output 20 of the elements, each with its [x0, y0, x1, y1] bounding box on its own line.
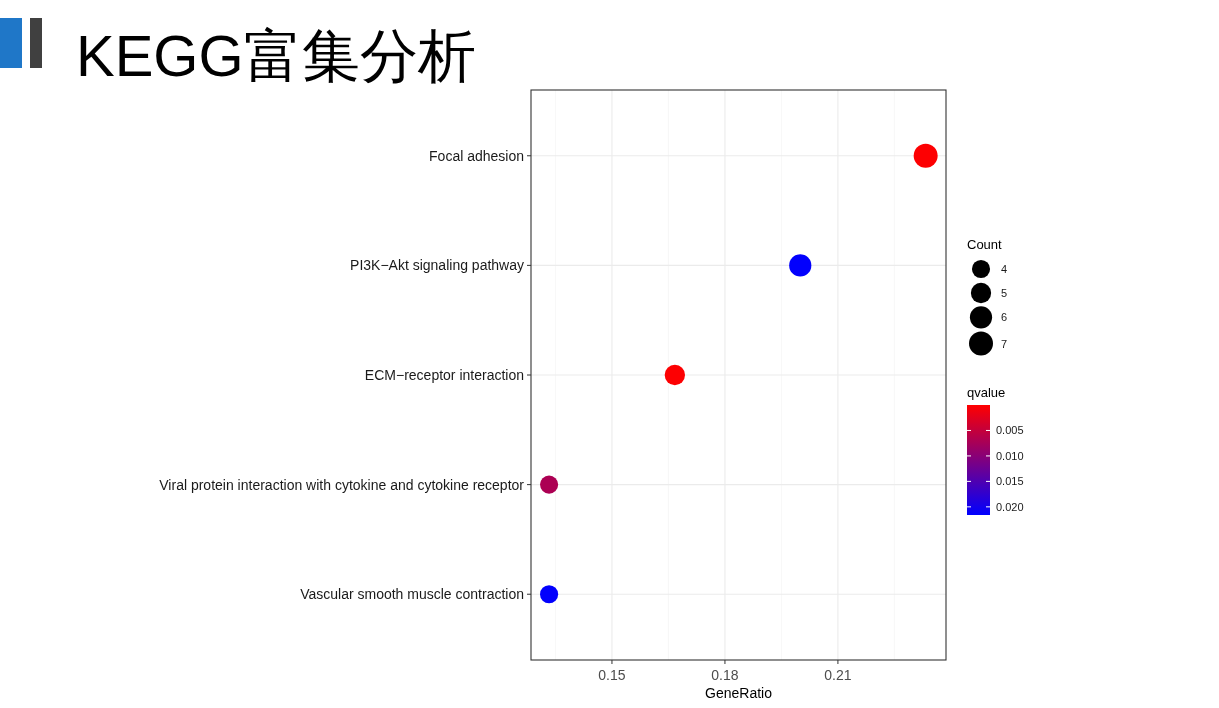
y-tick-label: Focal adhesion — [429, 147, 524, 164]
legend-label: 7 — [1001, 337, 1008, 350]
legend-label: 4 — [1001, 263, 1008, 275]
x-tick-label: 0.18 — [711, 667, 739, 683]
legend-title: Count — [967, 237, 1003, 252]
color-bar-label: 0.005 — [996, 424, 1024, 437]
color-bar-label: 0.015 — [996, 475, 1024, 488]
legend-label: 6 — [1001, 311, 1008, 324]
color-bar-label: 0.010 — [996, 449, 1024, 462]
color-bar-label: 0.020 — [996, 500, 1024, 513]
color-bar-title: qvalue — [967, 385, 1006, 400]
x-tick-label: 0.21 — [824, 667, 852, 683]
y-tick-label: PI3K−Akt signaling pathway — [350, 257, 524, 274]
x-axis-title: GeneRatio — [705, 685, 773, 701]
y-tick-label: ECM−receptor interaction — [364, 367, 524, 383]
y-tick-label: Vascular smooth muscle contraction — [300, 586, 524, 603]
x-tick-label: 0.15 — [598, 667, 626, 683]
legend-label: 5 — [1001, 287, 1008, 299]
chart-title: KEGG富集分析 — [76, 23, 476, 88]
y-tick-label: Viral protein interaction with cytokine and cytokine receptor — [159, 476, 525, 493]
